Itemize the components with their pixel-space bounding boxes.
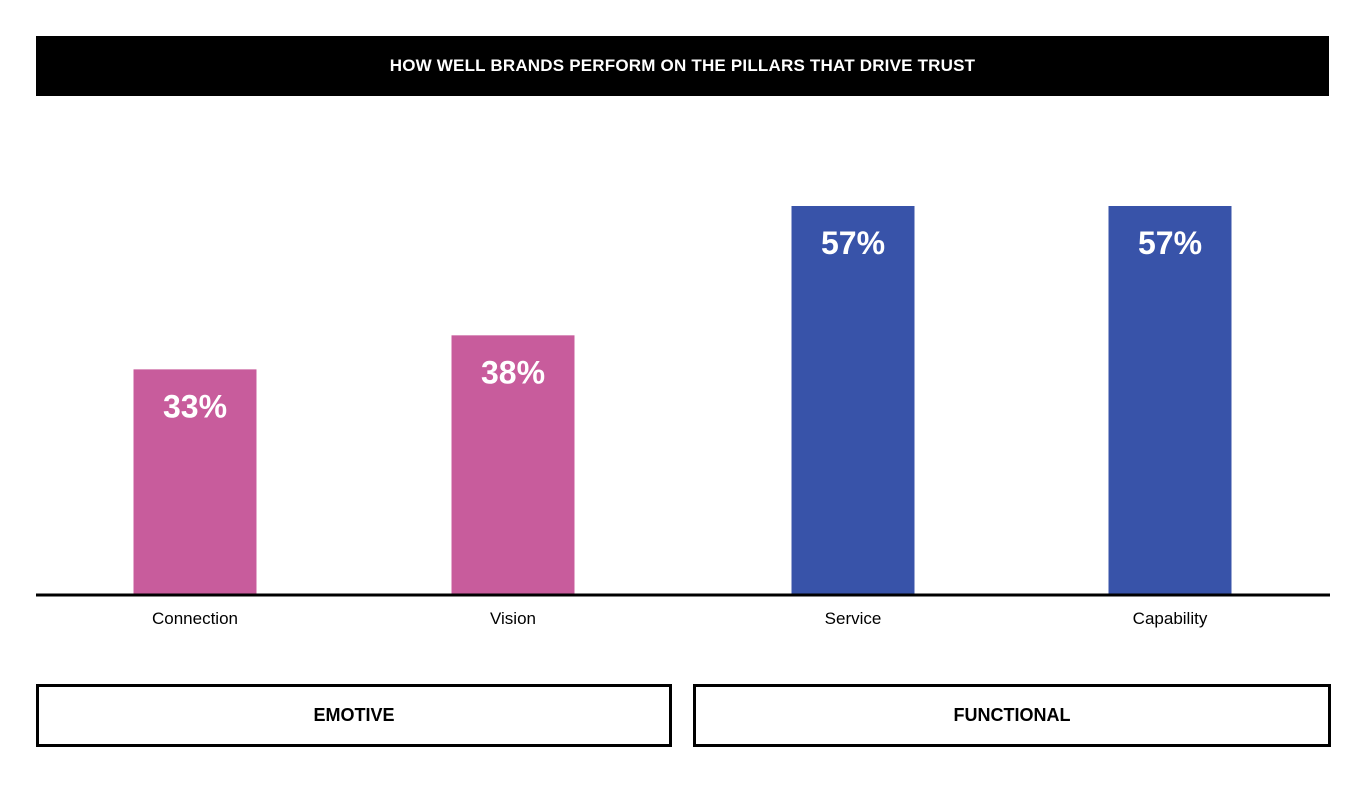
category-label-capability: Capability <box>1133 609 1208 628</box>
bar-service <box>791 206 915 594</box>
value-label-capability: 57% <box>1138 225 1202 261</box>
value-label-vision: 38% <box>481 354 545 390</box>
chart-title: HOW WELL BRANDS PERFORM ON THE PILLARS T… <box>36 36 1329 96</box>
bar-capability <box>1108 206 1232 594</box>
bar-connection <box>133 369 257 594</box>
category-label-connection: Connection <box>152 609 238 628</box>
value-label-connection: 33% <box>163 388 227 424</box>
category-label-vision: Vision <box>490 609 536 628</box>
group-label-emotive: EMOTIVE <box>36 684 672 747</box>
group-label-functional: FUNCTIONAL <box>693 684 1331 747</box>
bar-vision <box>451 335 575 594</box>
category-label-service: Service <box>825 609 882 628</box>
value-label-service: 57% <box>821 225 885 261</box>
